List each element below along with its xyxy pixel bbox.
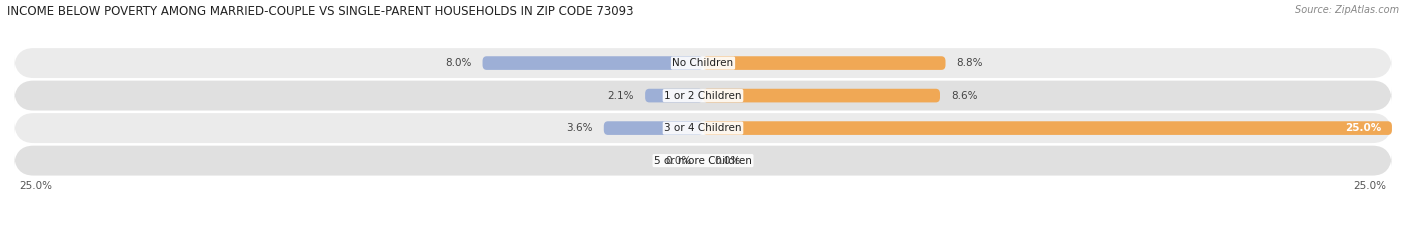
Text: Source: ZipAtlas.com: Source: ZipAtlas.com xyxy=(1295,5,1399,15)
Text: 2.1%: 2.1% xyxy=(607,91,634,101)
Text: 8.8%: 8.8% xyxy=(956,58,983,68)
Text: 0.0%: 0.0% xyxy=(665,156,692,166)
FancyBboxPatch shape xyxy=(14,81,1392,110)
Legend: Married Couples, Single Parents: Married Couples, Single Parents xyxy=(598,231,808,233)
FancyBboxPatch shape xyxy=(482,56,703,70)
FancyBboxPatch shape xyxy=(645,89,703,103)
FancyBboxPatch shape xyxy=(703,56,945,70)
FancyBboxPatch shape xyxy=(14,48,1392,78)
FancyBboxPatch shape xyxy=(14,113,1392,143)
Text: 25.0%: 25.0% xyxy=(1354,181,1386,191)
Text: No Children: No Children xyxy=(672,58,734,68)
FancyBboxPatch shape xyxy=(703,121,1392,135)
Text: 3 or 4 Children: 3 or 4 Children xyxy=(664,123,742,133)
FancyBboxPatch shape xyxy=(703,89,941,103)
Text: 25.0%: 25.0% xyxy=(1344,123,1381,133)
Text: 8.6%: 8.6% xyxy=(950,91,977,101)
FancyBboxPatch shape xyxy=(14,146,1392,175)
Text: 3.6%: 3.6% xyxy=(567,123,593,133)
Text: 0.0%: 0.0% xyxy=(714,156,741,166)
Text: 1 or 2 Children: 1 or 2 Children xyxy=(664,91,742,101)
Text: 8.0%: 8.0% xyxy=(446,58,471,68)
FancyBboxPatch shape xyxy=(603,121,703,135)
Text: 5 or more Children: 5 or more Children xyxy=(654,156,752,166)
Text: INCOME BELOW POVERTY AMONG MARRIED-COUPLE VS SINGLE-PARENT HOUSEHOLDS IN ZIP COD: INCOME BELOW POVERTY AMONG MARRIED-COUPL… xyxy=(7,5,634,18)
Text: 25.0%: 25.0% xyxy=(20,181,52,191)
